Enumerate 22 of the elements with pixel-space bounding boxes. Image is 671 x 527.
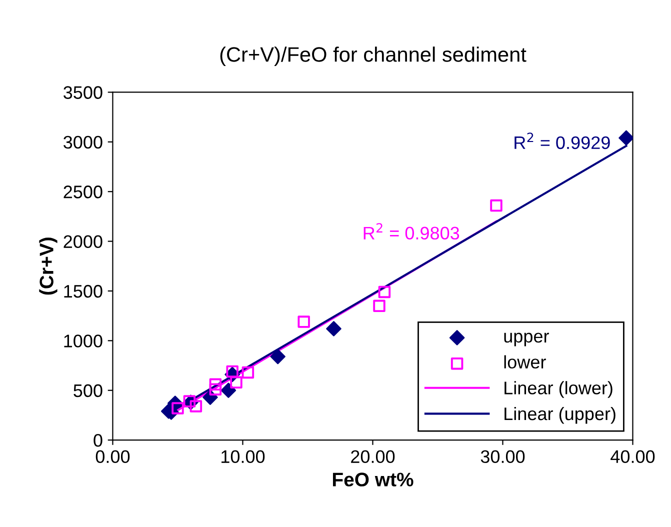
x-axis-title: FeO wt% — [332, 472, 414, 486]
annotation: R$^{2}$ = 0.9929 — [514, 132, 610, 150]
chart-title: (Cr+V)/FeO for channel sediment — [220, 46, 526, 66]
x-tick-label: 10.00 — [222, 450, 265, 464]
x-tick-label: 0.00 — [96, 450, 130, 464]
y-tick-label: 2500 — [64, 186, 102, 198]
x-tick-label: 30.00 — [480, 450, 525, 464]
y-tick-label: 0 — [94, 434, 102, 447]
y-tick-label: 500 — [74, 384, 102, 398]
y-tick-label: 1000 — [64, 334, 102, 348]
y-tick-label: 3500 — [64, 86, 102, 99]
legend-label: upper — [504, 332, 549, 346]
legend-label: lower — [504, 355, 546, 369]
legend-label: Linear (upper) — [504, 406, 616, 424]
x-tick-label: 20.00 — [351, 450, 395, 464]
y-tick-label: 3000 — [64, 136, 102, 149]
annotation: R$^{2}$ = 0.9803 — [364, 223, 460, 240]
x-tick-label: 40.00 — [610, 450, 655, 464]
y-axis-title: (Cr+V) — [39, 238, 58, 295]
legend-label: Linear (lower) — [504, 381, 612, 398]
y-tick-label: 1500 — [64, 284, 102, 298]
y-tick-label: 2000 — [64, 235, 102, 248]
